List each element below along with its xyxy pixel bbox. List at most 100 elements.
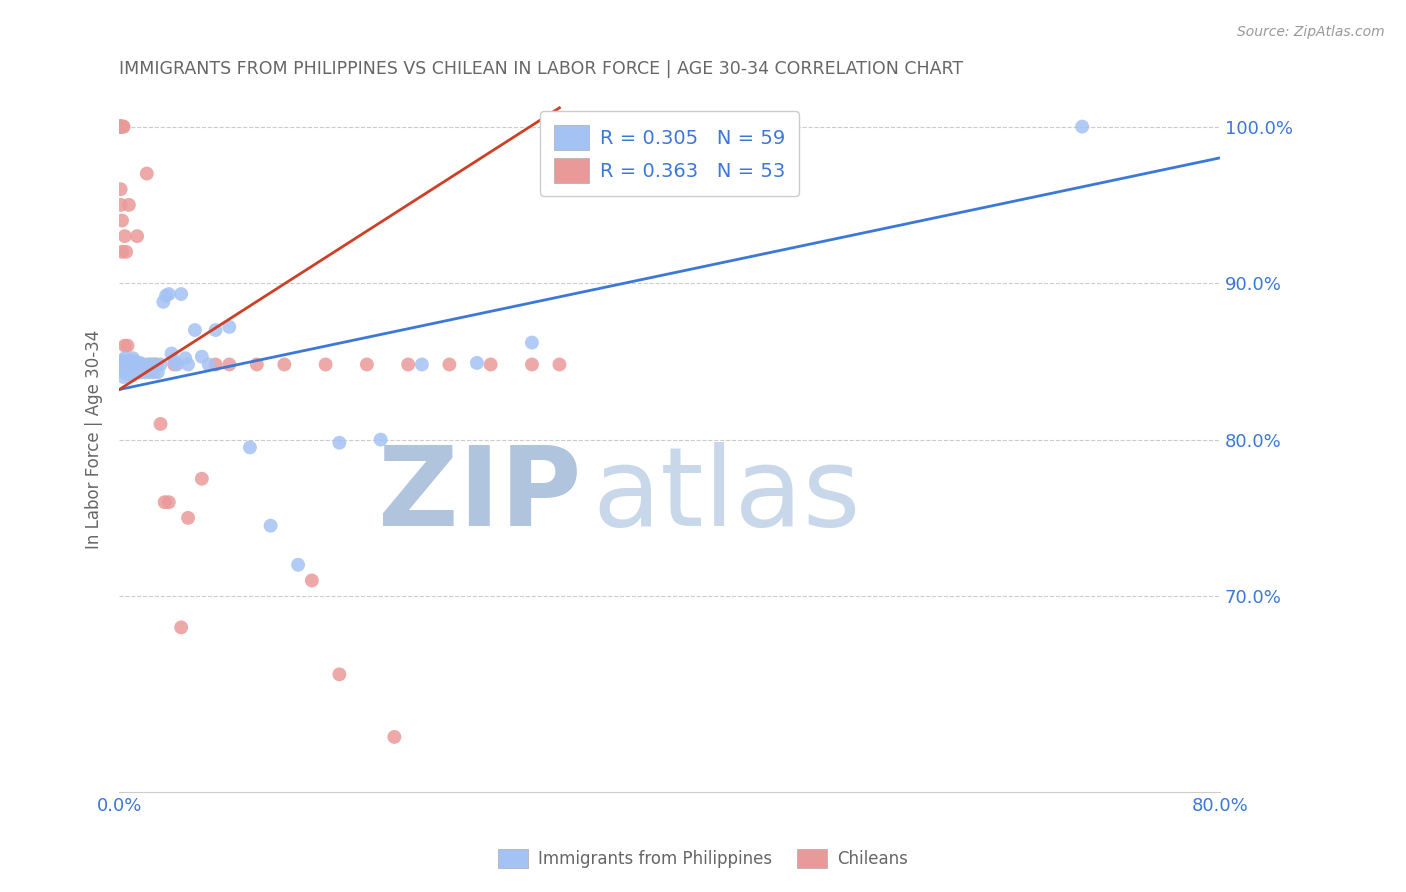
Point — [157, 287, 180, 301]
Point — [328, 435, 350, 450]
Point — [122, 351, 145, 366]
Point — [170, 620, 193, 634]
Point — [160, 346, 183, 360]
Point — [131, 358, 153, 372]
Point — [273, 358, 295, 372]
Point — [129, 356, 152, 370]
Point — [135, 167, 157, 181]
Point — [197, 358, 219, 372]
Point — [155, 288, 177, 302]
Point — [125, 358, 148, 372]
Point — [139, 358, 162, 372]
Text: ZIP: ZIP — [378, 442, 582, 549]
Point — [121, 354, 143, 368]
Point — [127, 365, 149, 379]
Point — [145, 358, 167, 372]
Point — [479, 358, 502, 372]
Point — [143, 358, 166, 372]
Legend: R = 0.305   N = 59, R = 0.363   N = 53: R = 0.305 N = 59, R = 0.363 N = 53 — [540, 112, 799, 196]
Point — [142, 358, 165, 372]
Point — [396, 358, 419, 372]
Point — [246, 358, 269, 372]
Point — [114, 365, 136, 379]
Point — [115, 244, 138, 259]
Point — [287, 558, 309, 572]
Point — [157, 495, 180, 509]
Point — [204, 323, 226, 337]
Point — [1071, 120, 1094, 134]
Point — [128, 359, 150, 373]
Point — [115, 362, 138, 376]
Point — [356, 358, 378, 372]
Point — [120, 365, 142, 379]
Point — [439, 358, 461, 372]
Point — [465, 356, 488, 370]
Point — [114, 339, 136, 353]
Point — [111, 354, 134, 368]
Point — [131, 358, 153, 372]
Point — [259, 518, 281, 533]
Point — [184, 323, 207, 337]
Point — [110, 182, 132, 196]
Point — [118, 198, 141, 212]
Point — [152, 294, 174, 309]
Point — [328, 667, 350, 681]
Point — [121, 368, 143, 383]
Point — [122, 365, 145, 379]
Point — [166, 358, 188, 372]
Point — [174, 351, 197, 366]
Point — [122, 358, 145, 372]
Legend: Immigrants from Philippines, Chileans: Immigrants from Philippines, Chileans — [491, 842, 915, 875]
Point — [115, 354, 138, 368]
Point — [118, 364, 141, 378]
Point — [132, 362, 155, 376]
Point — [118, 356, 141, 370]
Point — [110, 120, 132, 134]
Point — [218, 320, 240, 334]
Point — [191, 472, 214, 486]
Point — [177, 511, 200, 525]
Point — [110, 120, 132, 134]
Point — [120, 359, 142, 373]
Point — [127, 229, 149, 244]
Point — [218, 358, 240, 372]
Point — [135, 358, 157, 372]
Point — [112, 358, 135, 372]
Point — [112, 370, 135, 384]
Point — [110, 120, 132, 134]
Text: IMMIGRANTS FROM PHILIPPINES VS CHILEAN IN LABOR FORCE | AGE 30-34 CORRELATION CH: IMMIGRANTS FROM PHILIPPINES VS CHILEAN I… — [120, 60, 963, 78]
Y-axis label: In Labor Force | Age 30-34: In Labor Force | Age 30-34 — [86, 330, 103, 549]
Point — [114, 229, 136, 244]
Point — [111, 362, 134, 376]
Point — [204, 358, 226, 372]
Point — [112, 120, 135, 134]
Point — [129, 365, 152, 379]
Point — [548, 358, 571, 372]
Point — [370, 433, 392, 447]
Point — [411, 358, 433, 372]
Point — [110, 120, 132, 134]
Point — [239, 441, 262, 455]
Point — [520, 358, 543, 372]
Point — [124, 354, 146, 368]
Point — [384, 730, 406, 744]
Point — [120, 354, 142, 368]
Point — [170, 287, 193, 301]
Point — [163, 358, 186, 372]
Point — [146, 365, 169, 379]
Point — [149, 358, 172, 372]
Text: atlas: atlas — [592, 442, 860, 549]
Point — [121, 358, 143, 372]
Point — [149, 417, 172, 431]
Point — [117, 358, 139, 372]
Point — [111, 244, 134, 259]
Point — [111, 354, 134, 368]
Point — [117, 367, 139, 381]
Point — [129, 365, 152, 379]
Point — [520, 335, 543, 350]
Point — [301, 574, 323, 588]
Point — [111, 213, 134, 227]
Point — [110, 120, 132, 134]
Point — [110, 120, 132, 134]
Point — [138, 365, 160, 379]
